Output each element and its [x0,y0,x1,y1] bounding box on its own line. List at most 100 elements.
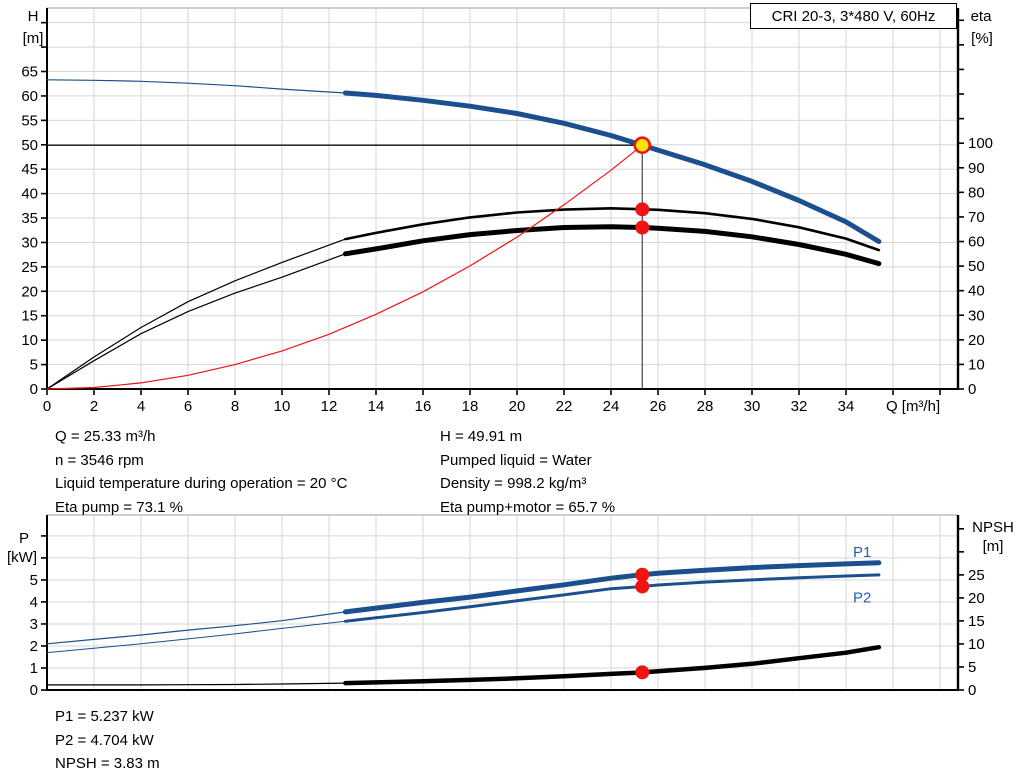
right-axis-tick-label: 50 [968,258,985,275]
right-axis-tick-label: 20 [968,332,985,349]
left-axis-tick-label: 50 [21,137,38,154]
p2-curve-thin [46,620,346,654]
left-axis-tick-label: 5 [30,357,38,374]
operating-data-left: Q = 25.33 m³/h n = 3546 rpm Liquid tempe… [55,425,347,519]
p2-value: P2 = 4.704 kW [55,731,154,749]
p1-curve [342,560,882,615]
x-axis-tick-label: 30 [744,398,761,415]
left-axis-tick-label: 1 [30,660,38,677]
left-axis-tick-label: 0 [30,682,38,699]
left-axis-tick-label: 40 [21,186,38,203]
operating-point-marker [635,202,650,217]
left-axis-tick-label: 15 [21,308,38,325]
left-axis-unit: [kW] [7,549,37,566]
series-label-p1: P1 [853,544,871,561]
right-axis-tick-label: 5 [968,659,976,676]
x-axis-tick-label: 22 [556,398,573,415]
pumped-liquid-value: Pumped liquid = Water [440,451,592,469]
eta-pump-motor-curve [342,224,882,267]
right-axis-tick-label: 40 [968,283,985,300]
liquid-temperature-value: Liquid temperature during operation = 20… [55,475,348,492]
eta-pump-curve [344,207,881,252]
right-axis-tick-label: 0 [968,682,976,699]
head-curve-thin [46,79,346,94]
x-axis-tick-label: 32 [791,398,808,415]
right-axis-unit: [%] [971,30,993,47]
left-axis-tick-label: 5 [30,572,38,589]
right-axis-title: NPSH [972,519,1014,536]
x-axis-tick-label: 24 [603,398,620,415]
x-axis-tick-label: 28 [697,398,714,415]
x-axis-tick-label: 4 [137,398,145,415]
left-axis-tick-label: 45 [21,161,38,178]
left-axis-tick-label: 10 [21,332,38,349]
eta-pump-value: Eta pump = 73.1 % [55,498,183,516]
eta-pump-curve-thin [46,238,346,390]
p1-curve-thin [46,611,346,645]
left-axis-tick-label: 25 [21,259,38,276]
x-axis-tick-label: 14 [368,398,385,415]
right-axis-unit: [m] [983,538,1004,555]
speed-value: n = 3546 rpm [55,451,144,469]
p2-curve [343,573,881,623]
right-axis-tick-label: 10 [968,356,985,373]
left-axis-tick-label: 55 [21,112,38,129]
right-axis-title: eta [971,8,993,25]
pump-title-box: CRI 20-3, 3*480 V, 60Hz [750,3,957,29]
x-axis-tick-label: 8 [231,398,239,415]
operating-data-right: H = 49.91 m Pumped liquid = Water Densit… [440,425,615,519]
pump-title: CRI 20-3, 3*480 V, 60Hz [771,7,936,25]
right-axis-tick-label: 10 [968,636,985,653]
right-axis-tick-label: 100 [968,135,993,152]
left-axis-tick-label: 3 [30,616,38,633]
operating-point-marker [635,579,650,594]
right-axis-tick-label: 60 [968,234,985,251]
npsh-curve-thin [46,682,346,686]
left-axis-tick-label: 35 [21,210,38,227]
right-axis-tick-label: 80 [968,184,985,201]
left-axis-tick-label: 30 [21,234,38,251]
x-axis-tick-label: 0 [43,398,51,415]
left-axis-tick-label: 2 [30,638,38,655]
p1-value: P1 = 5.237 kW [55,708,154,725]
duty-point-marker[interactable] [633,136,652,155]
eta-pump-motor-value: Eta pump+motor = 65.7 % [440,498,616,516]
eta-pump-motor-curve-thin [46,253,346,390]
power-npsh-data: P1 = 5.237 kW P2 = 4.704 kW NPSH = 3.83 … [55,705,160,776]
x-axis-tick-label: 2 [90,398,98,415]
operating-point-marker [635,665,650,680]
x-axis-title: Q [m³/h] [886,398,940,415]
x-axis-tick-label: 20 [509,398,526,415]
left-axis-title: H [28,8,39,25]
x-axis-tick-label: 26 [650,398,667,415]
x-axis-tick-label: 18 [462,398,479,415]
density-value: Density = 998.2 kg/m³ [440,475,587,492]
series-label-p2: P2 [853,589,871,606]
operating-point-marker [635,567,650,582]
operating-point-marker [635,220,650,235]
left-axis-tick-label: 20 [21,283,38,300]
npsh-curve [343,644,882,686]
right-axis-tick-label: 90 [968,160,985,177]
x-axis-tick-label: 34 [838,398,855,415]
left-axis-tick-label: 0 [30,381,38,398]
left-axis-tick-label: 60 [21,88,38,105]
npsh-value: NPSH = 3.83 m [55,755,160,772]
left-axis-tick-label: 4 [30,594,38,611]
system-curve [46,144,643,390]
right-axis-tick-label: 0 [968,381,976,398]
x-axis-tick-label: 10 [274,398,291,415]
x-axis-tick-label: 16 [415,398,432,415]
right-axis-tick-label: 25 [968,567,985,584]
flow-value: Q = 25.33 m³/h [55,428,156,445]
right-axis-tick-label: 20 [968,590,985,607]
left-axis-title: P [19,530,29,547]
right-axis-tick-label: 70 [968,209,985,226]
left-axis-unit: [m] [23,30,44,47]
x-axis-tick-label: 12 [321,398,338,415]
head-curve [342,90,882,244]
head-value: H = 49.91 m [440,428,523,445]
right-axis-tick-label: 30 [968,307,985,324]
